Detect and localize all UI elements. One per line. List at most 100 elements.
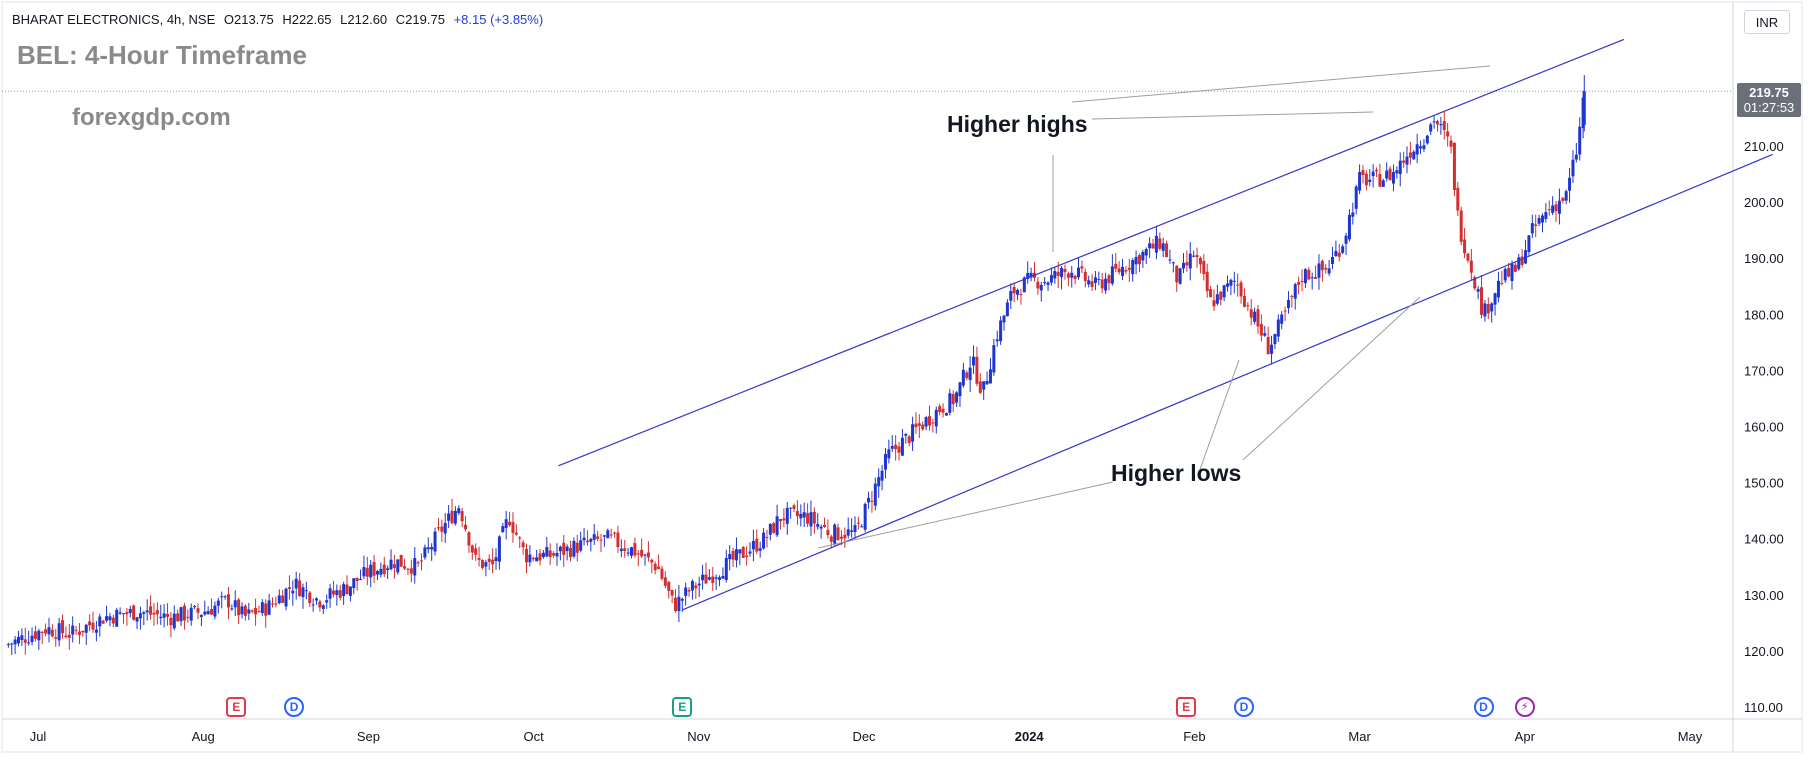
low-value: L212.60 bbox=[340, 12, 388, 27]
candle-body bbox=[1219, 291, 1223, 300]
candle-body bbox=[1320, 260, 1324, 271]
split-event-icon[interactable]: ⚡ bbox=[1514, 697, 1535, 717]
candle-body bbox=[558, 546, 562, 552]
candle-body bbox=[1205, 271, 1209, 292]
candle-body bbox=[213, 605, 217, 617]
lower-channel-trendline[interactable] bbox=[682, 153, 1773, 611]
candle-body bbox=[1273, 334, 1277, 345]
candle-body bbox=[1093, 277, 1097, 283]
candle-body bbox=[900, 437, 904, 456]
candle-body bbox=[40, 631, 44, 633]
candle-body bbox=[115, 609, 119, 627]
candle-body bbox=[1347, 214, 1351, 240]
candle-body bbox=[589, 538, 593, 542]
annotation-pointers bbox=[817, 65, 1491, 549]
dividend-event-icon[interactable]: D bbox=[284, 697, 305, 717]
candle-body bbox=[1134, 256, 1138, 265]
candle-body bbox=[1480, 287, 1484, 315]
x-tick-label: May bbox=[1678, 729, 1703, 744]
candle-body bbox=[318, 601, 322, 608]
candle-body bbox=[20, 635, 24, 641]
candle-body bbox=[1022, 277, 1026, 293]
candle-body bbox=[1432, 121, 1436, 123]
earnings-event-icon[interactable]: E bbox=[672, 697, 693, 717]
x-tick-label: Oct bbox=[523, 729, 544, 744]
candle-body bbox=[23, 639, 27, 643]
candle-body bbox=[1496, 280, 1500, 298]
candle-body bbox=[108, 616, 112, 621]
candle-body bbox=[948, 393, 952, 413]
candle-body bbox=[1449, 140, 1453, 147]
candle-body bbox=[924, 417, 928, 427]
dividend-event-icon[interactable]: D bbox=[1233, 697, 1254, 717]
candle-body bbox=[1422, 145, 1426, 150]
candle-body bbox=[375, 571, 379, 575]
candle-body bbox=[823, 524, 827, 528]
candle-body bbox=[1087, 280, 1091, 285]
upper-channel-trendline[interactable] bbox=[558, 38, 1625, 467]
earnings-event-icon[interactable]: E bbox=[1176, 697, 1197, 717]
candle-body bbox=[1551, 205, 1555, 213]
candle-body bbox=[88, 621, 92, 626]
candle-body bbox=[572, 540, 576, 557]
currency-button[interactable]: INR bbox=[1744, 10, 1790, 34]
candle-body bbox=[1510, 263, 1514, 281]
candle-body bbox=[1049, 275, 1053, 283]
candle-body bbox=[1198, 257, 1202, 265]
candle-body bbox=[321, 605, 325, 609]
candle-body bbox=[1364, 173, 1368, 186]
candle-body bbox=[1314, 277, 1318, 280]
candle-body bbox=[436, 527, 440, 529]
candle-body bbox=[626, 552, 630, 554]
candle-body bbox=[1171, 262, 1175, 264]
candle-body bbox=[359, 578, 363, 580]
candle-body bbox=[1178, 268, 1182, 284]
candle-body bbox=[298, 580, 302, 596]
candle-body bbox=[233, 600, 237, 608]
candle-body bbox=[230, 608, 234, 610]
candle-body bbox=[1222, 285, 1226, 298]
y-tick-label: 200.00 bbox=[1744, 195, 1784, 210]
candle-body bbox=[372, 562, 376, 576]
candle-body bbox=[1236, 284, 1240, 286]
candle-body bbox=[1354, 186, 1358, 209]
candle-body bbox=[988, 369, 992, 384]
candle-body bbox=[77, 631, 81, 635]
candle-body bbox=[166, 613, 170, 617]
candle-body bbox=[619, 548, 623, 552]
candle-body bbox=[1117, 268, 1121, 273]
candle-body bbox=[199, 614, 203, 618]
candle-body bbox=[562, 542, 566, 555]
candle-body bbox=[1066, 273, 1070, 278]
candle-body bbox=[1331, 257, 1335, 264]
candle-body bbox=[1415, 144, 1419, 155]
candle-body bbox=[155, 610, 159, 615]
dividend-event-icon[interactable]: D bbox=[1473, 697, 1494, 717]
candle-body bbox=[1466, 253, 1470, 261]
annotation-pointer-line bbox=[1091, 111, 1374, 120]
candle-body bbox=[941, 408, 945, 413]
earnings-event-icon[interactable]: E bbox=[226, 697, 247, 717]
candle-body bbox=[1039, 284, 1043, 291]
candle-body bbox=[1270, 344, 1274, 354]
candle-body bbox=[867, 497, 871, 503]
candle-body bbox=[1446, 131, 1450, 137]
candle-body bbox=[460, 511, 464, 522]
candle-body bbox=[1375, 169, 1379, 172]
candle-body bbox=[1469, 260, 1473, 273]
candle-body bbox=[1283, 310, 1287, 312]
y-tick-label: 160.00 bbox=[1744, 420, 1784, 435]
candle-body bbox=[440, 526, 444, 532]
candle-body bbox=[1137, 254, 1141, 265]
candle-body bbox=[914, 423, 918, 428]
candle-body bbox=[254, 607, 258, 615]
y-tick-label: 170.00 bbox=[1744, 363, 1784, 378]
candle-body bbox=[210, 609, 214, 615]
candle-body bbox=[1358, 171, 1362, 191]
candle-body bbox=[186, 616, 190, 618]
candle-body bbox=[335, 590, 339, 596]
candle-body bbox=[992, 345, 996, 373]
candle-body bbox=[1391, 171, 1395, 184]
